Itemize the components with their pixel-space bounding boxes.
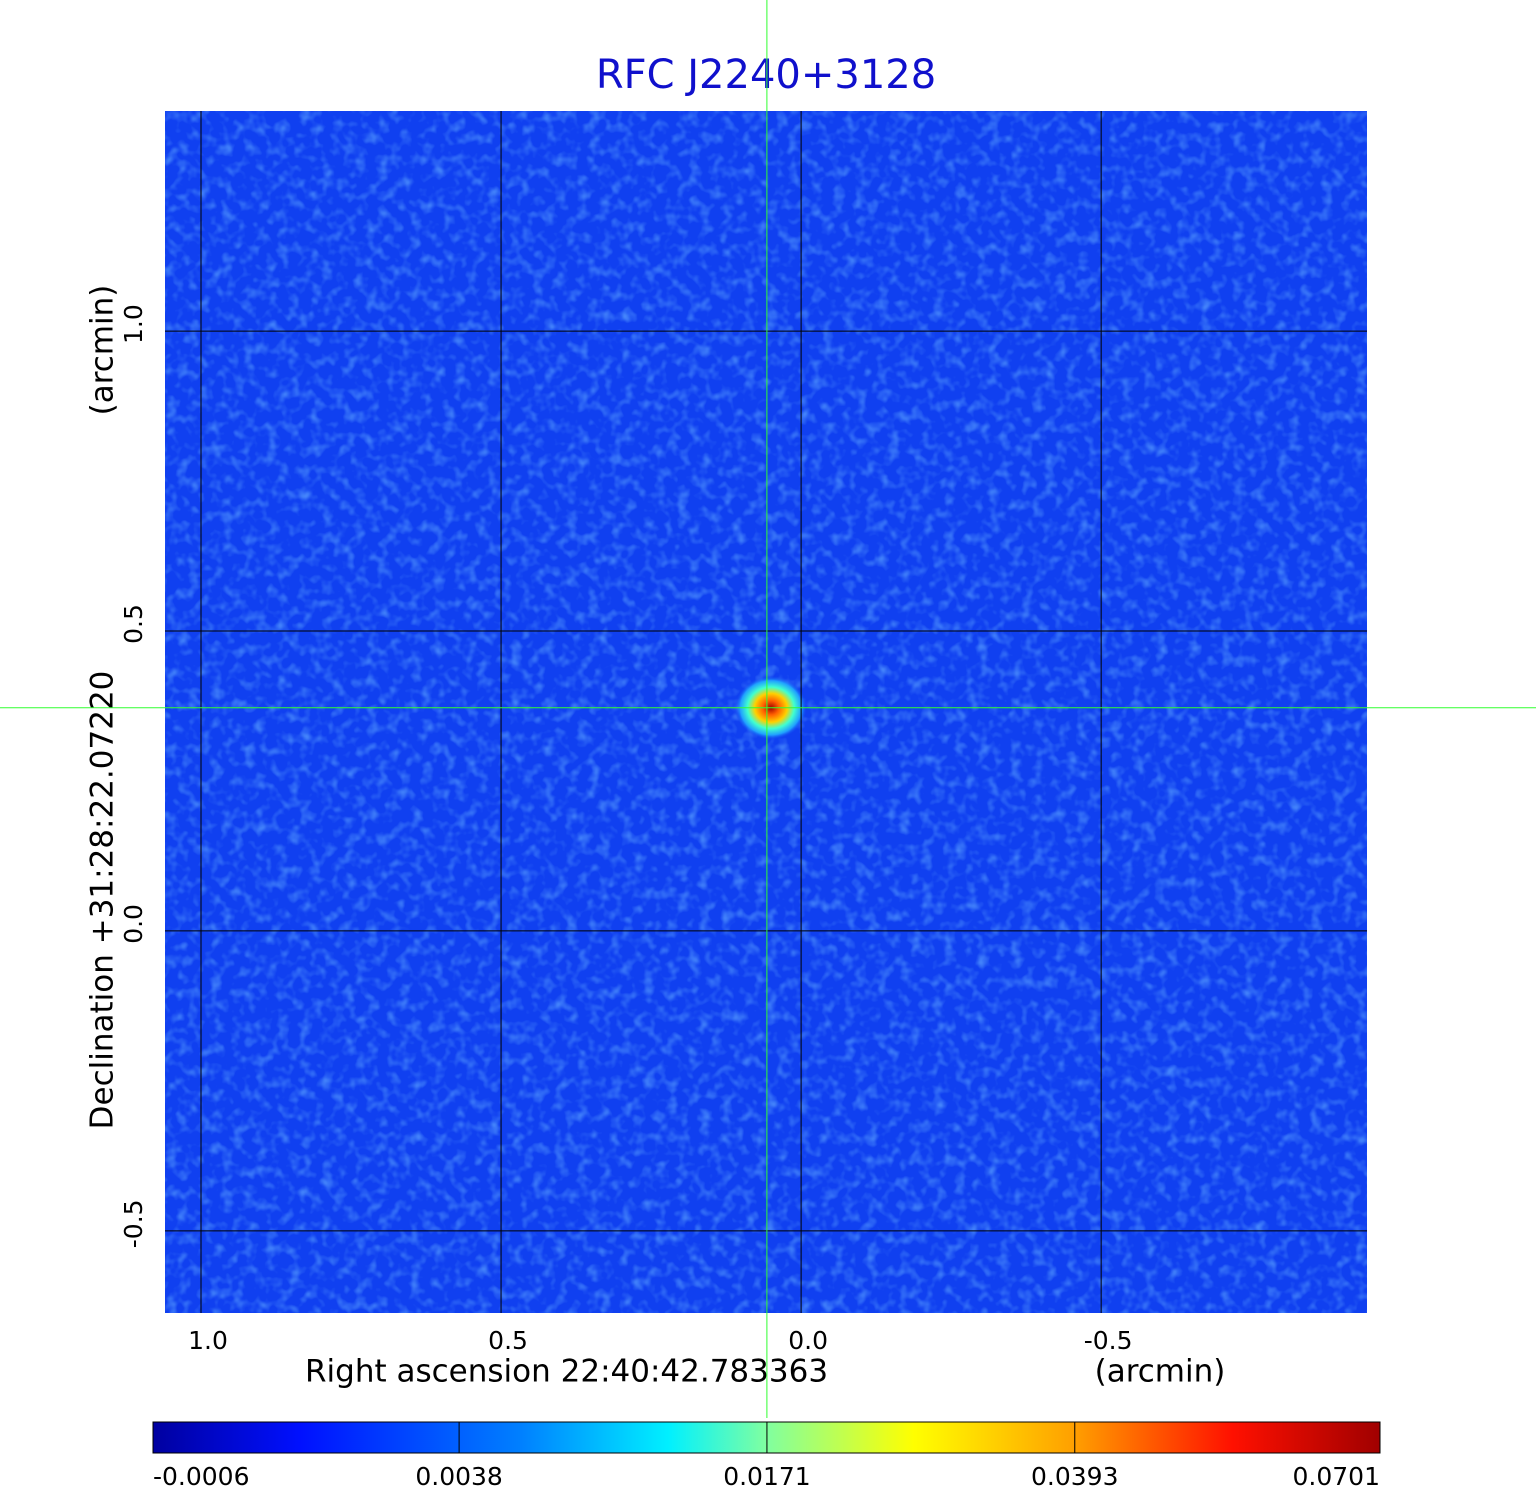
y-tick-label: 1.0: [119, 304, 148, 344]
x-tick-label: 1.0: [188, 1326, 228, 1355]
chart-title: RFC J2240+3128: [596, 52, 936, 98]
x-tick-label: -0.5: [1084, 1326, 1133, 1355]
y-tick-label: 0.5: [119, 604, 148, 644]
y-tick-label: -0.5: [119, 1199, 148, 1248]
colorbar-tick-label: 0.0171: [723, 1462, 810, 1491]
colorbar-tick-label: -0.0006: [153, 1462, 250, 1491]
colorbar-tick-label: 0.0393: [1031, 1462, 1118, 1491]
x-axis-label: Right ascension 22:40:42.783363: [305, 1354, 828, 1390]
y-axis-unit: (arcmin): [85, 285, 121, 416]
x-axis-unit: (arcmin): [1095, 1354, 1226, 1390]
y-axis-label: Declination +31:28:22.07220: [85, 671, 121, 1130]
colorbar-tick-label: 0.0038: [415, 1462, 502, 1491]
colorbar-tick-label: 0.0701: [1293, 1462, 1380, 1491]
y-tick-label: 0.0: [119, 904, 148, 944]
x-tick-label: 0.0: [788, 1326, 828, 1355]
x-tick-label: 0.5: [488, 1326, 528, 1355]
